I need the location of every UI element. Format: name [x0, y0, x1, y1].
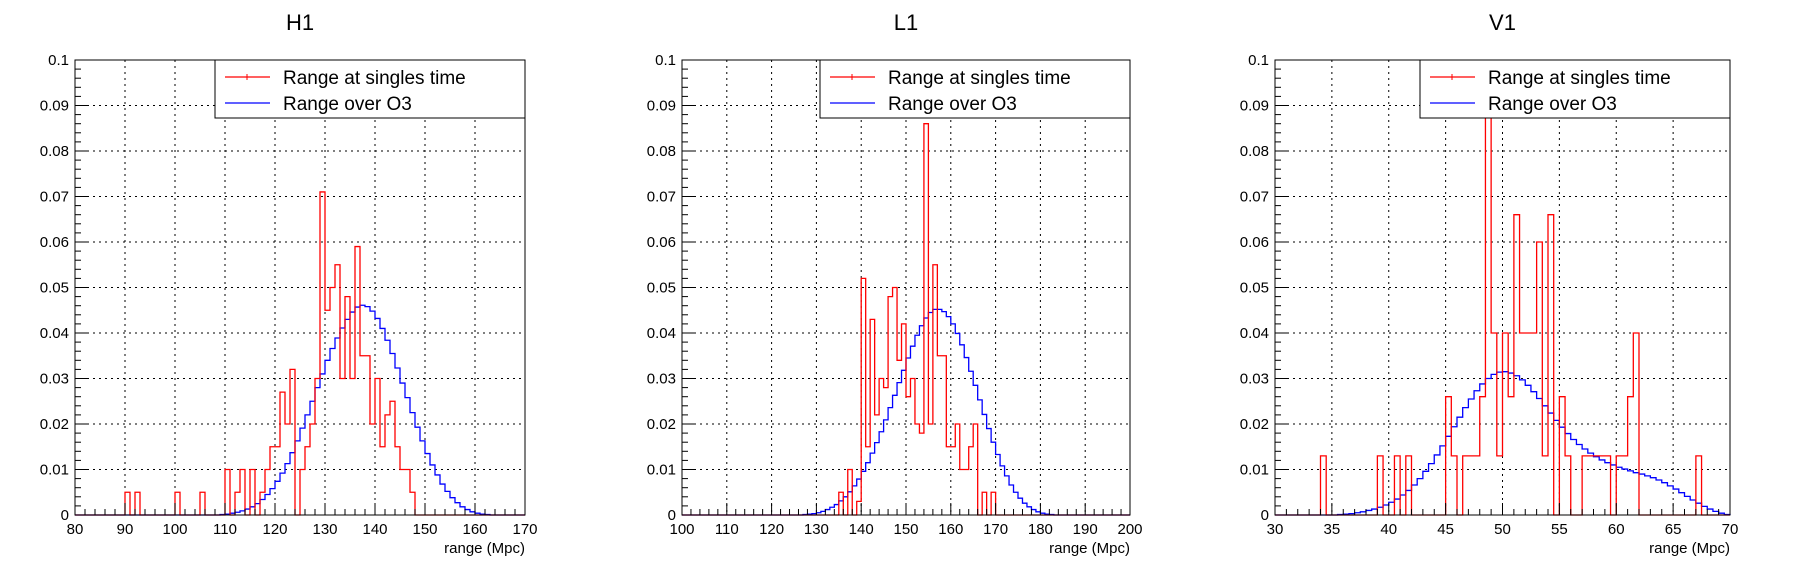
x-tick-label: 150	[412, 521, 437, 538]
chart-panel-l1: 100 110 120 130 140 150 160 170 180 190 200 0 0.01 0.…	[647, 10, 1143, 557]
y-tick-label: 0.05	[1240, 280, 1269, 297]
y-tick-label: 0.06	[40, 234, 69, 251]
y-tick-label: 0	[1261, 507, 1269, 524]
y-tick-label: 0.05	[647, 280, 676, 297]
y-tick-label: 0	[668, 507, 676, 524]
x-axis-title: range (Mpc)	[1049, 540, 1130, 557]
panel-title: L1	[894, 10, 918, 35]
y-tick-label: 0.09	[1240, 98, 1269, 115]
x-tick-label: 70	[1722, 521, 1739, 538]
x-tick-label: 150	[893, 521, 918, 538]
legend-label-singles: Range at singles time	[888, 68, 1071, 89]
panel-title: H1	[286, 10, 314, 35]
y-tick-label: 0.1	[48, 52, 69, 69]
y-tick-label: 0	[61, 507, 69, 524]
y-tick-label: 0.06	[647, 234, 676, 251]
x-tick-label: 110	[213, 521, 237, 538]
legend: Range at singles time Range over O3	[819, 59, 1131, 119]
legend-label-o3: Range over O3	[283, 94, 412, 115]
x-tick-label: 45	[1437, 521, 1454, 538]
x-tick-label: 200	[1117, 521, 1142, 538]
x-tick-label: 120	[759, 521, 784, 538]
x-axis-title: range (Mpc)	[444, 540, 525, 557]
x-tick-label: 65	[1665, 521, 1682, 538]
chart-panel-v1: 30 35 40 45 50 55 60 65 70 0 0.01 0.02 0.03 0.04 0.05 0…	[1240, 10, 1739, 557]
y-tick-label: 0.06	[1240, 234, 1269, 251]
y-tick-label: 0.02	[647, 416, 676, 433]
x-tick-label: 100	[669, 521, 694, 538]
x-tick-label: 130	[804, 521, 829, 538]
legend-label-o3: Range over O3	[1488, 94, 1617, 115]
histogram-singles-series	[75, 191, 525, 516]
x-tick-label: 170	[983, 521, 1008, 538]
x-tick-label: 190	[1073, 521, 1098, 538]
y-tick-label: 0.01	[647, 462, 676, 479]
panel-title: V1	[1489, 10, 1516, 35]
x-tick-label: 60	[1608, 521, 1625, 538]
x-tick-label: 160	[462, 521, 487, 538]
chart-panel-h1: 80 90 100 110 120 130 140 150 160 170 0 0.01 0.02 0.0…	[40, 10, 538, 557]
x-tick-label: 50	[1494, 521, 1511, 538]
legend-box	[819, 59, 1131, 119]
y-tick-label: 0.05	[40, 280, 69, 297]
y-tick-label: 0.07	[1240, 189, 1269, 206]
x-tick-label: 140	[849, 521, 874, 538]
legend-label-singles: Range at singles time	[283, 68, 466, 89]
y-tick-label: 0.04	[647, 325, 676, 342]
legend-label-singles: Range at singles time	[1488, 68, 1671, 89]
x-tick-label: 110	[715, 521, 739, 538]
x-tick-label: 100	[162, 521, 187, 538]
y-tick-label: 0.07	[40, 189, 69, 206]
x-tick-label: 80	[67, 521, 84, 538]
legend-box	[1419, 59, 1731, 119]
y-tick-label: 0.03	[1240, 371, 1269, 388]
y-tick-label: 0.08	[1240, 143, 1269, 160]
y-tick-label: 0.01	[1240, 462, 1269, 479]
x-tick-label: 160	[938, 521, 963, 538]
legend-box	[214, 59, 526, 119]
x-tick-label: 40	[1380, 521, 1397, 538]
x-tick-label: 90	[117, 521, 134, 538]
x-tick-label: 30	[1267, 521, 1284, 538]
y-tick-label: 0.08	[40, 143, 69, 160]
y-tick-label: 0.03	[40, 371, 69, 388]
x-tick-label: 55	[1551, 521, 1568, 538]
legend: Range at singles time Range over O3	[214, 59, 526, 119]
x-tick-label: 140	[362, 521, 387, 538]
y-tick-label: 0.02	[40, 416, 69, 433]
y-tick-label: 0.07	[647, 189, 676, 206]
x-tick-label: 120	[262, 521, 287, 538]
x-tick-label: 130	[312, 521, 337, 538]
y-tick-label: 0.04	[40, 325, 69, 342]
x-axis-title: range (Mpc)	[1649, 540, 1730, 557]
histogram-singles-series	[1275, 95, 1730, 516]
y-tick-label: 0.02	[1240, 416, 1269, 433]
y-tick-label: 0.09	[40, 98, 69, 115]
legend-label-o3: Range over O3	[888, 94, 1017, 115]
x-tick-label: 180	[1028, 521, 1053, 538]
y-tick-label: 0.03	[647, 371, 676, 388]
y-tick-label: 0.1	[1248, 52, 1269, 69]
y-tick-label: 0.09	[647, 98, 676, 115]
x-tick-label: 170	[512, 521, 537, 538]
y-tick-label: 0.1	[655, 52, 676, 69]
x-tick-label: 35	[1324, 521, 1341, 538]
y-tick-label: 0.08	[647, 143, 676, 160]
y-tick-label: 0.01	[40, 462, 69, 479]
legend: Range at singles time Range over O3	[1419, 59, 1731, 119]
y-tick-label: 0.04	[1240, 325, 1269, 342]
